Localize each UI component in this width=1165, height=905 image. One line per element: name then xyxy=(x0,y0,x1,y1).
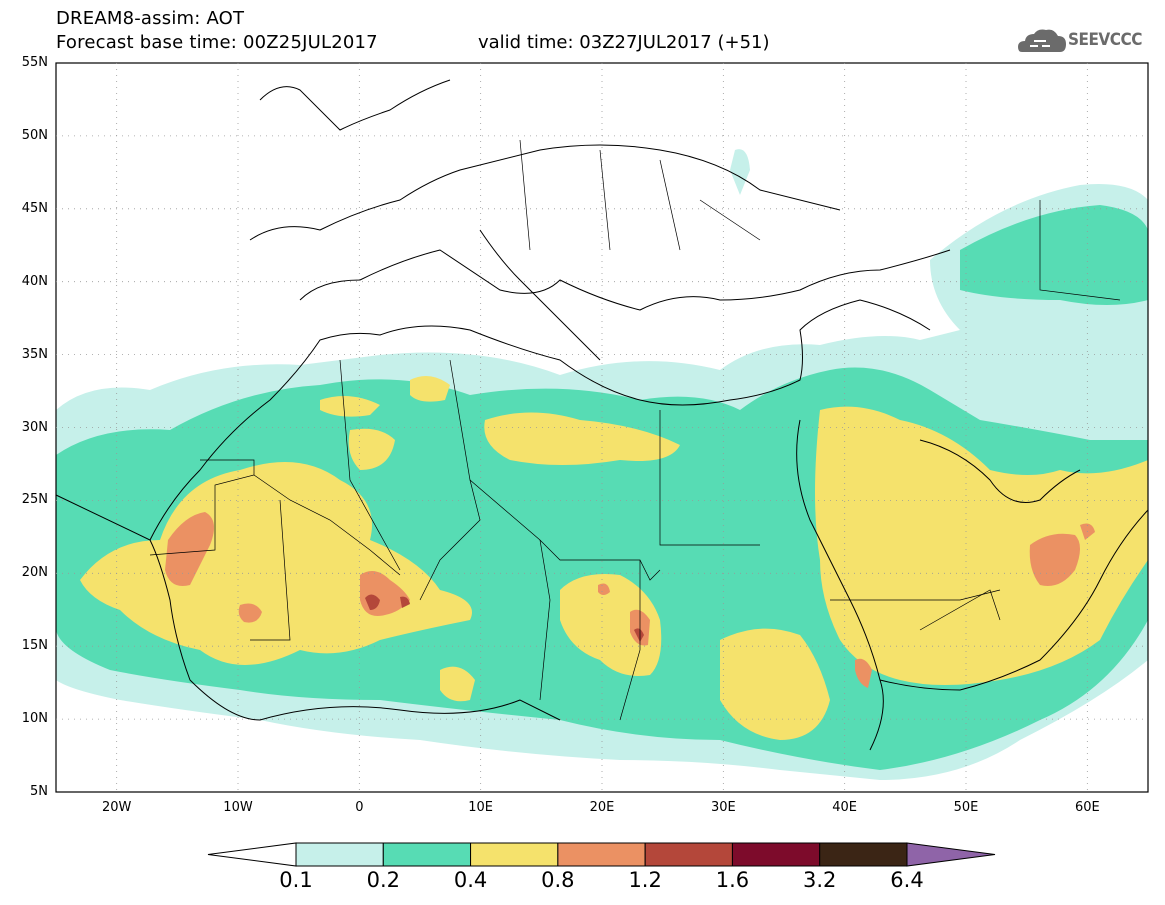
colorbar-level-label: 0.4 xyxy=(453,868,488,892)
colorbar-level-label: 0.1 xyxy=(279,868,313,892)
lon-tick-label: 60E xyxy=(1074,800,1100,815)
lat-tick-label: 50N xyxy=(21,127,48,143)
colorbar-low-arrow xyxy=(207,842,297,867)
aot-band-0.8 xyxy=(165,512,1095,688)
colorbar-swatch xyxy=(382,842,472,867)
lat-tick-label: 20N xyxy=(21,565,48,581)
cloud-logo-icon xyxy=(1018,29,1066,52)
lon-tick-label: 40E xyxy=(832,800,858,815)
lat-tick-label: 15N xyxy=(21,638,48,654)
lat-tick-label: 35N xyxy=(21,346,48,362)
country-borders xyxy=(149,139,1121,721)
lon-tick-label: 30E xyxy=(710,800,736,815)
logo-text: SEEVCCC xyxy=(1068,30,1142,50)
colorbar-level-label: 3.2 xyxy=(803,868,837,892)
colorbar-swatch xyxy=(470,842,559,867)
colorbar-swatch xyxy=(819,842,908,867)
lat-tick-label: 5N xyxy=(30,784,48,799)
colorbar-swatch xyxy=(644,842,733,867)
colorbar-level-label: 1.6 xyxy=(715,868,750,892)
aot-band-1.2 xyxy=(365,594,644,642)
valid-time: valid time: 03Z27JUL2017 (+51) xyxy=(478,32,770,53)
colorbar-swatch xyxy=(557,842,646,867)
colorbar-level-label: 1.2 xyxy=(628,868,662,892)
colorbar-level-label: 0.8 xyxy=(541,868,575,892)
lon-tick-label: 10W xyxy=(223,800,253,815)
colorbar-high-arrow xyxy=(906,842,996,867)
colorbar-swatch xyxy=(731,842,821,867)
lat-tick-label: 55N xyxy=(21,55,48,70)
lat-tick-label: 40N xyxy=(21,273,48,289)
colorbar-level-label: 0.2 xyxy=(366,868,400,892)
title-line-2: Forecast base time: 00Z25JUL2017 xyxy=(56,32,378,53)
title-line-1: DREAM8-assim: AOT xyxy=(56,8,245,29)
lat-tick-label: 45N xyxy=(21,200,48,216)
colorbar-swatch xyxy=(295,842,384,867)
lon-tick-label: 50E xyxy=(953,800,979,815)
lat-tick-label: 10N xyxy=(21,711,48,727)
lat-tick-label: 25N xyxy=(21,492,48,508)
coastlines xyxy=(55,79,1149,751)
colorbar-level-label: 6.4 xyxy=(890,868,924,892)
lon-tick-label: 20E xyxy=(589,800,615,815)
lon-tick-label: 10E xyxy=(468,800,494,815)
lon-tick-label: 20W xyxy=(101,800,132,815)
lat-tick-label: 30N xyxy=(21,419,48,435)
graticule xyxy=(56,63,1148,792)
lon-tick-label: 0 xyxy=(355,800,364,815)
